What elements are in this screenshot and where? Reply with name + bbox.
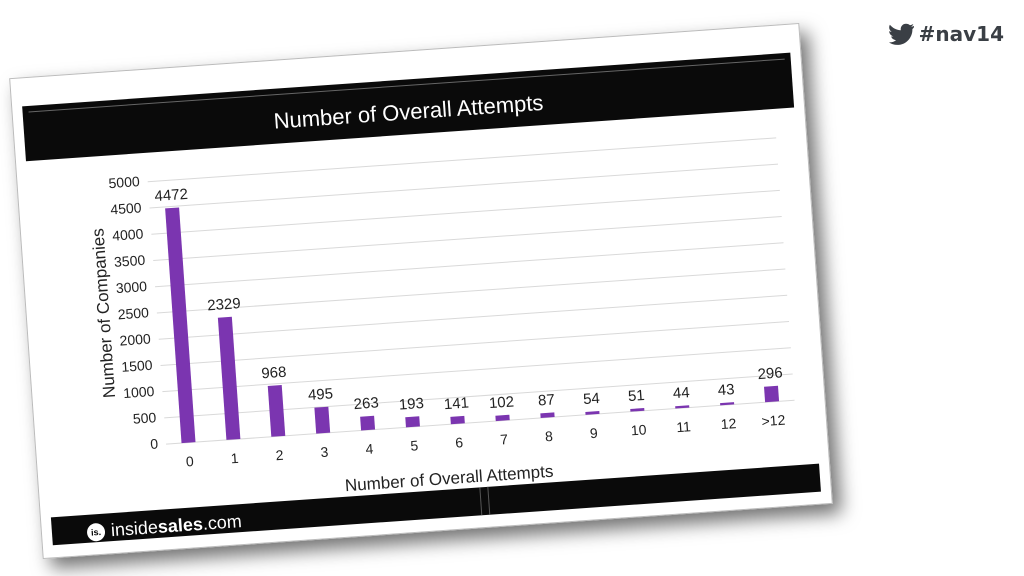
x-tick-label: 3	[320, 444, 329, 461]
data-label: 43	[717, 381, 735, 399]
bar	[720, 402, 735, 406]
y-tick-label: 1000	[123, 383, 155, 401]
bar	[314, 406, 331, 434]
logo-part: sales	[157, 513, 204, 537]
bar	[495, 414, 510, 422]
grid-line	[162, 347, 791, 393]
bar	[540, 412, 555, 418]
data-label: 51	[627, 387, 645, 405]
x-tick-label: 10	[630, 421, 647, 438]
data-label: 102	[488, 393, 514, 412]
x-tick-label: 4	[365, 440, 374, 457]
bar	[165, 207, 196, 444]
x-tick-label: 6	[455, 434, 464, 451]
data-label: 4472	[154, 186, 188, 205]
data-label: 193	[398, 395, 424, 414]
x-tick-label: 12	[720, 415, 737, 432]
grid-line	[151, 189, 780, 235]
data-label: 968	[261, 364, 287, 383]
twitter-icon	[888, 23, 914, 45]
slide: Number of Overall Attempts Number of Ove…	[9, 22, 833, 560]
bar	[267, 385, 286, 437]
y-tick-label: 0	[150, 435, 159, 452]
x-tick-label: 11	[676, 418, 692, 435]
y-tick-label: 4500	[110, 199, 142, 217]
bar	[764, 385, 780, 403]
data-label: 263	[353, 394, 379, 413]
data-label: 495	[307, 385, 333, 404]
footer-divider	[479, 487, 483, 516]
x-tick-label: 1	[230, 450, 239, 467]
hashtag-box: #nav14	[888, 22, 1004, 46]
y-tick-label: 2500	[117, 304, 149, 322]
data-label: 87	[538, 391, 556, 409]
logo-part: .com	[202, 511, 243, 534]
x-tick-label: 5	[410, 437, 419, 454]
grid-line	[149, 163, 779, 209]
x-tick-label: 8	[544, 428, 553, 445]
y-tick-label: 4000	[112, 226, 144, 244]
data-label: 54	[583, 390, 601, 408]
grid-line	[153, 216, 782, 262]
hashtag: #nav14	[918, 22, 1004, 46]
data-label: 296	[757, 364, 783, 383]
y-tick-label: 1500	[121, 357, 153, 375]
data-label: 2329	[207, 295, 241, 314]
title-bar	[22, 52, 795, 162]
bar	[217, 316, 241, 440]
bar	[630, 408, 645, 412]
grid-line	[156, 268, 786, 314]
x-tick-label: 9	[589, 425, 598, 442]
bar	[585, 411, 600, 415]
grid-line	[155, 242, 784, 288]
logo-icon: is.	[86, 522, 106, 542]
grid-line	[160, 321, 790, 366]
x-tick-label: 0	[185, 453, 194, 470]
y-tick-label: 500	[132, 409, 157, 427]
y-tick-label: 3500	[114, 252, 146, 270]
x-tick-label: >12	[761, 412, 786, 430]
grid-line	[164, 373, 793, 419]
data-label: 44	[672, 384, 690, 402]
bar	[450, 415, 465, 425]
title-bar-line	[28, 58, 785, 113]
chart: Number of Overall Attempts Number of Ove…	[22, 52, 821, 546]
bar	[405, 416, 420, 428]
logo-part: inside	[110, 516, 159, 541]
bar	[360, 415, 376, 431]
grid-line	[158, 294, 788, 340]
x-tick-label: 2	[275, 447, 284, 464]
data-label: 141	[443, 395, 469, 414]
x-tick-label: 7	[500, 431, 509, 448]
grid-line	[147, 137, 777, 183]
y-tick-label: 3000	[115, 278, 147, 296]
footer-bar	[50, 463, 821, 546]
grid-line	[166, 399, 795, 445]
bar	[675, 405, 690, 409]
footer-divider	[487, 486, 491, 515]
y-tick-label: 2000	[119, 330, 151, 348]
y-tick-label: 5000	[108, 173, 140, 191]
